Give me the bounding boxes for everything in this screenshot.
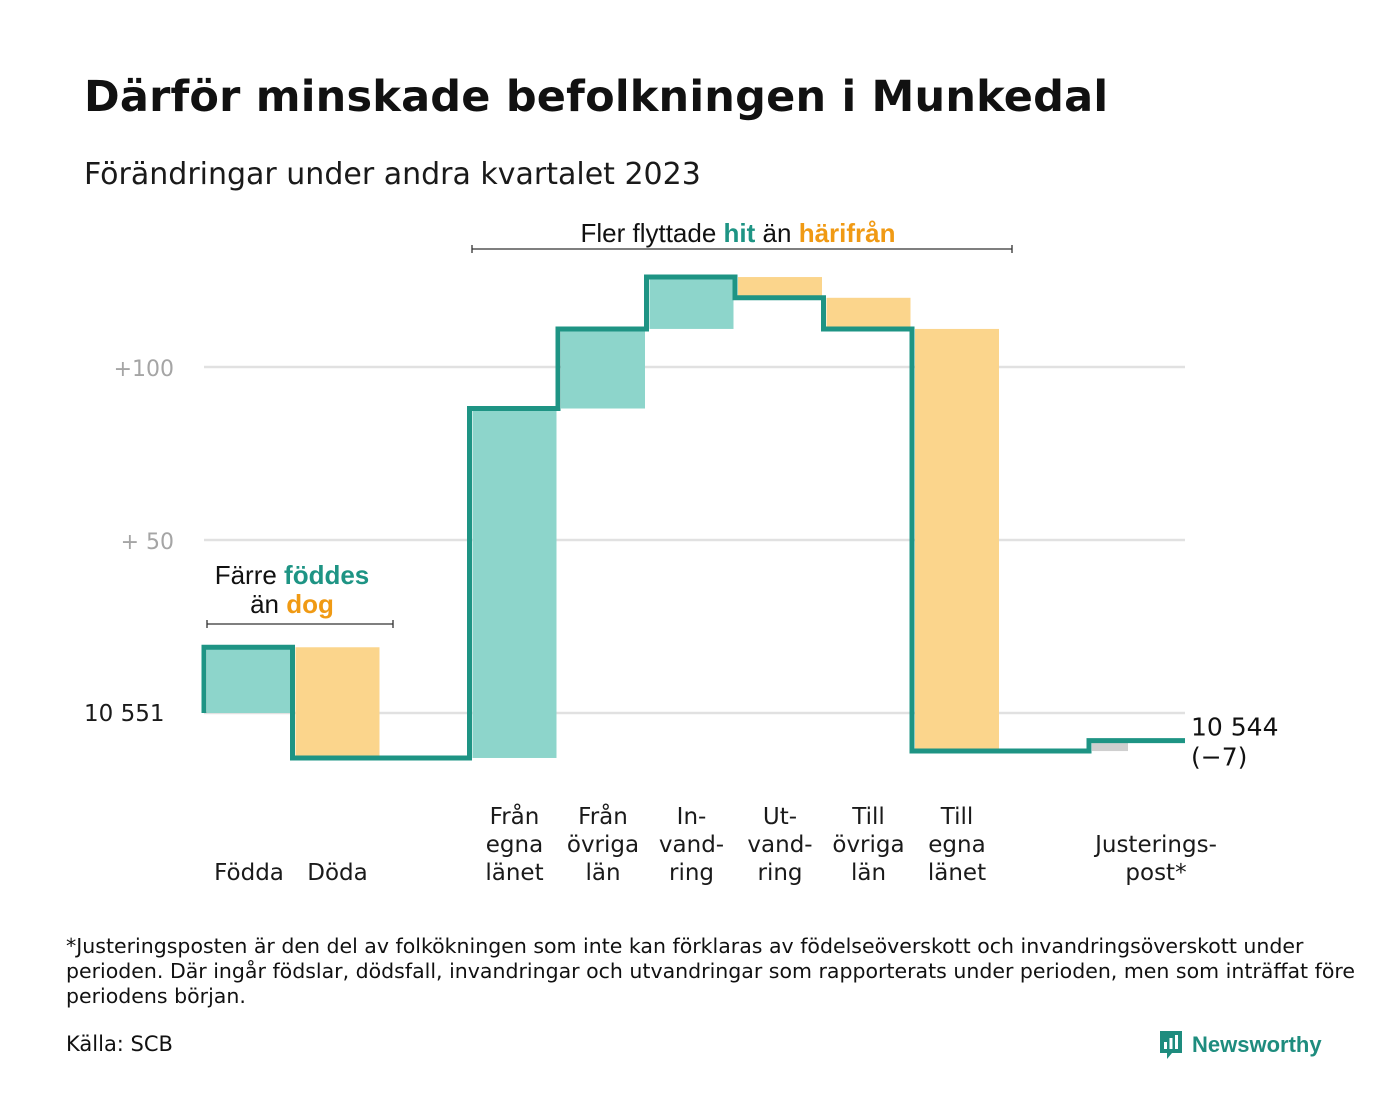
annotation-span: härifrån (799, 218, 896, 248)
bar-fodda (207, 647, 291, 713)
category-label-invandring: vand- (659, 832, 724, 858)
category-label-till_egna: länet (928, 860, 986, 886)
annotation-span: än (250, 589, 286, 619)
y-tick-label: +100 (114, 357, 174, 382)
category-label-justering: post* (1125, 860, 1186, 886)
category-label-fran_egna: egna (486, 832, 543, 858)
annotation-migration-text: Fler flyttade hit än härifrån (580, 218, 895, 248)
category-label-utvandring: vand- (747, 832, 812, 858)
page-title: Därför minskade befolkningen i Munkedal (84, 72, 1109, 122)
category-label-till_ovriga: län (851, 860, 886, 886)
annotation-span: Färre (215, 560, 284, 590)
annotation-span: föddes (284, 560, 369, 590)
category-label-till_egna: Till (940, 804, 974, 830)
end-value-label: 10 544 (1191, 713, 1278, 742)
bar-till_egna (915, 328, 999, 752)
category-label-utvandring: ring (757, 860, 802, 886)
annotation-births-text: än dog (250, 589, 334, 619)
bar-invandring (649, 277, 734, 329)
bar-utvandring (738, 277, 822, 298)
category-label-till_ovriga: Till (851, 804, 885, 830)
source-label: Källa: SCB (66, 1032, 173, 1056)
bar-justering (1092, 740, 1128, 752)
category-label-invandring: ring (669, 860, 714, 886)
bar-till_ovriga (826, 297, 911, 329)
category-label-doda: Döda (307, 860, 367, 886)
page-subtitle: Förändringar under andra kvartalet 2023 (84, 157, 701, 192)
category-label-fran_ovriga: övriga (567, 832, 639, 858)
newsworthy-logo-icon (1160, 1031, 1182, 1059)
category-label-utvandring: Ut- (763, 804, 797, 830)
annotation-births-text: Färre föddes (215, 560, 370, 590)
bar-doda (295, 647, 380, 758)
annotation-span: dog (286, 589, 334, 619)
annotation-span: Fler flyttade (580, 218, 723, 248)
category-label-fran_egna: Från (490, 802, 540, 830)
annotation-span: hit (724, 218, 756, 248)
start-value-label: 10 551 (84, 701, 164, 727)
category-label-fran_ovriga: Från (578, 802, 628, 830)
end-change-label: (−7) (1191, 743, 1247, 772)
category-label-fran_egna: länet (485, 860, 543, 886)
bar-fran_egna (472, 408, 557, 758)
running-total-line (201, 274, 1185, 761)
annotation-migration: Fler flyttade hit än härifrån (471, 218, 1013, 253)
category-label-till_egna: egna (928, 832, 985, 858)
category-label-justering: Justerings- (1093, 832, 1217, 858)
annotation-span: än (755, 218, 798, 248)
y-tick-label: + 50 (121, 530, 174, 555)
brand-name: Newsworthy (1192, 1032, 1322, 1057)
category-label-fran_ovriga: län (585, 860, 620, 886)
category-label-fodda: Födda (214, 860, 284, 886)
category-label-till_ovriga: övriga (832, 832, 904, 858)
footnote: *Justeringsposten är den del av folkökni… (66, 934, 1355, 1008)
bar-fran_ovriga (561, 328, 645, 409)
brand-logo[interactable]: Newsworthy (1158, 1027, 1322, 1063)
category-label-invandring: In- (677, 804, 707, 830)
